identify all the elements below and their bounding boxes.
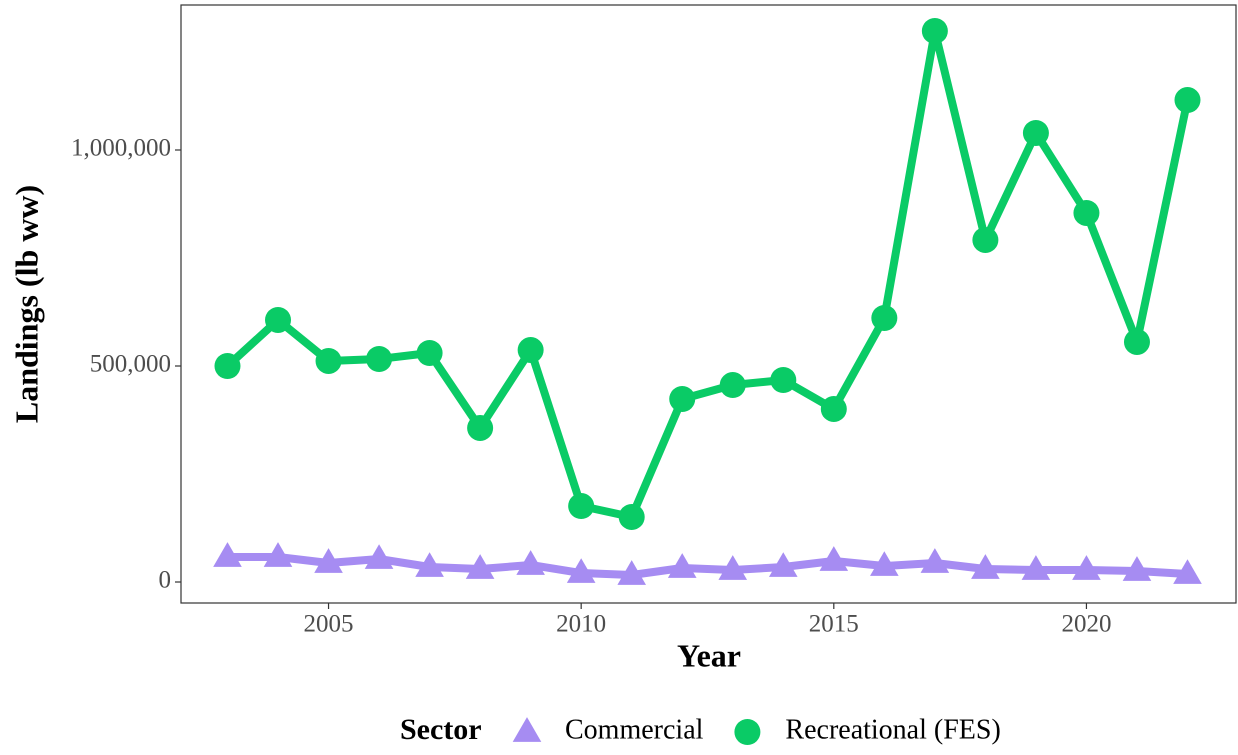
point: [870, 551, 899, 576]
point: [617, 560, 646, 585]
point: [263, 542, 293, 567]
y-axis-title: Landings (lb ww): [8, 185, 44, 423]
legend-label: Commercial: [565, 714, 704, 745]
point: [921, 17, 948, 44]
y-tick-label: 1,000,000: [71, 135, 171, 162]
x-tick-label: 2010: [556, 611, 606, 638]
legend-marker: [512, 717, 542, 742]
point: [516, 550, 545, 575]
y-tick-label: 0: [159, 567, 172, 594]
point: [871, 305, 898, 332]
point: [315, 347, 342, 374]
point: [366, 346, 393, 373]
point: [971, 554, 1000, 579]
point: [1123, 328, 1150, 355]
point: [1022, 119, 1049, 146]
point: [667, 553, 697, 578]
point: [718, 555, 748, 580]
point: [1174, 87, 1201, 114]
point: [719, 372, 746, 399]
x-tick-label: 2020: [1061, 611, 1111, 638]
point: [1173, 559, 1202, 584]
point: [415, 552, 444, 577]
legend-label: Recreational (FES): [785, 714, 1000, 745]
point: [1021, 555, 1051, 580]
x-tick-label: 2005: [304, 611, 354, 638]
point: [669, 386, 696, 413]
y-tick-label: 500,000: [90, 351, 171, 378]
point: [1072, 555, 1101, 580]
point: [364, 544, 394, 569]
x-tick-label: 2015: [809, 611, 859, 638]
point: [1073, 199, 1100, 226]
point: [618, 503, 645, 530]
point: [768, 552, 798, 577]
point: [416, 339, 443, 366]
legend-marker: [734, 719, 761, 745]
point: [819, 546, 849, 571]
point: [213, 542, 242, 567]
point: [568, 493, 595, 520]
point: [465, 554, 495, 579]
point: [265, 306, 292, 333]
point: [920, 548, 950, 573]
x-axis-title: Year: [677, 637, 741, 673]
point: [517, 337, 544, 364]
point: [214, 353, 241, 379]
point: [820, 395, 847, 422]
point: [314, 548, 343, 573]
plot-border: [180, 4, 1237, 604]
point: [467, 414, 494, 441]
point: [1122, 556, 1152, 581]
point: [972, 226, 999, 253]
point: [770, 366, 797, 393]
legend-title: Sector: [400, 713, 482, 746]
point: [566, 558, 596, 583]
